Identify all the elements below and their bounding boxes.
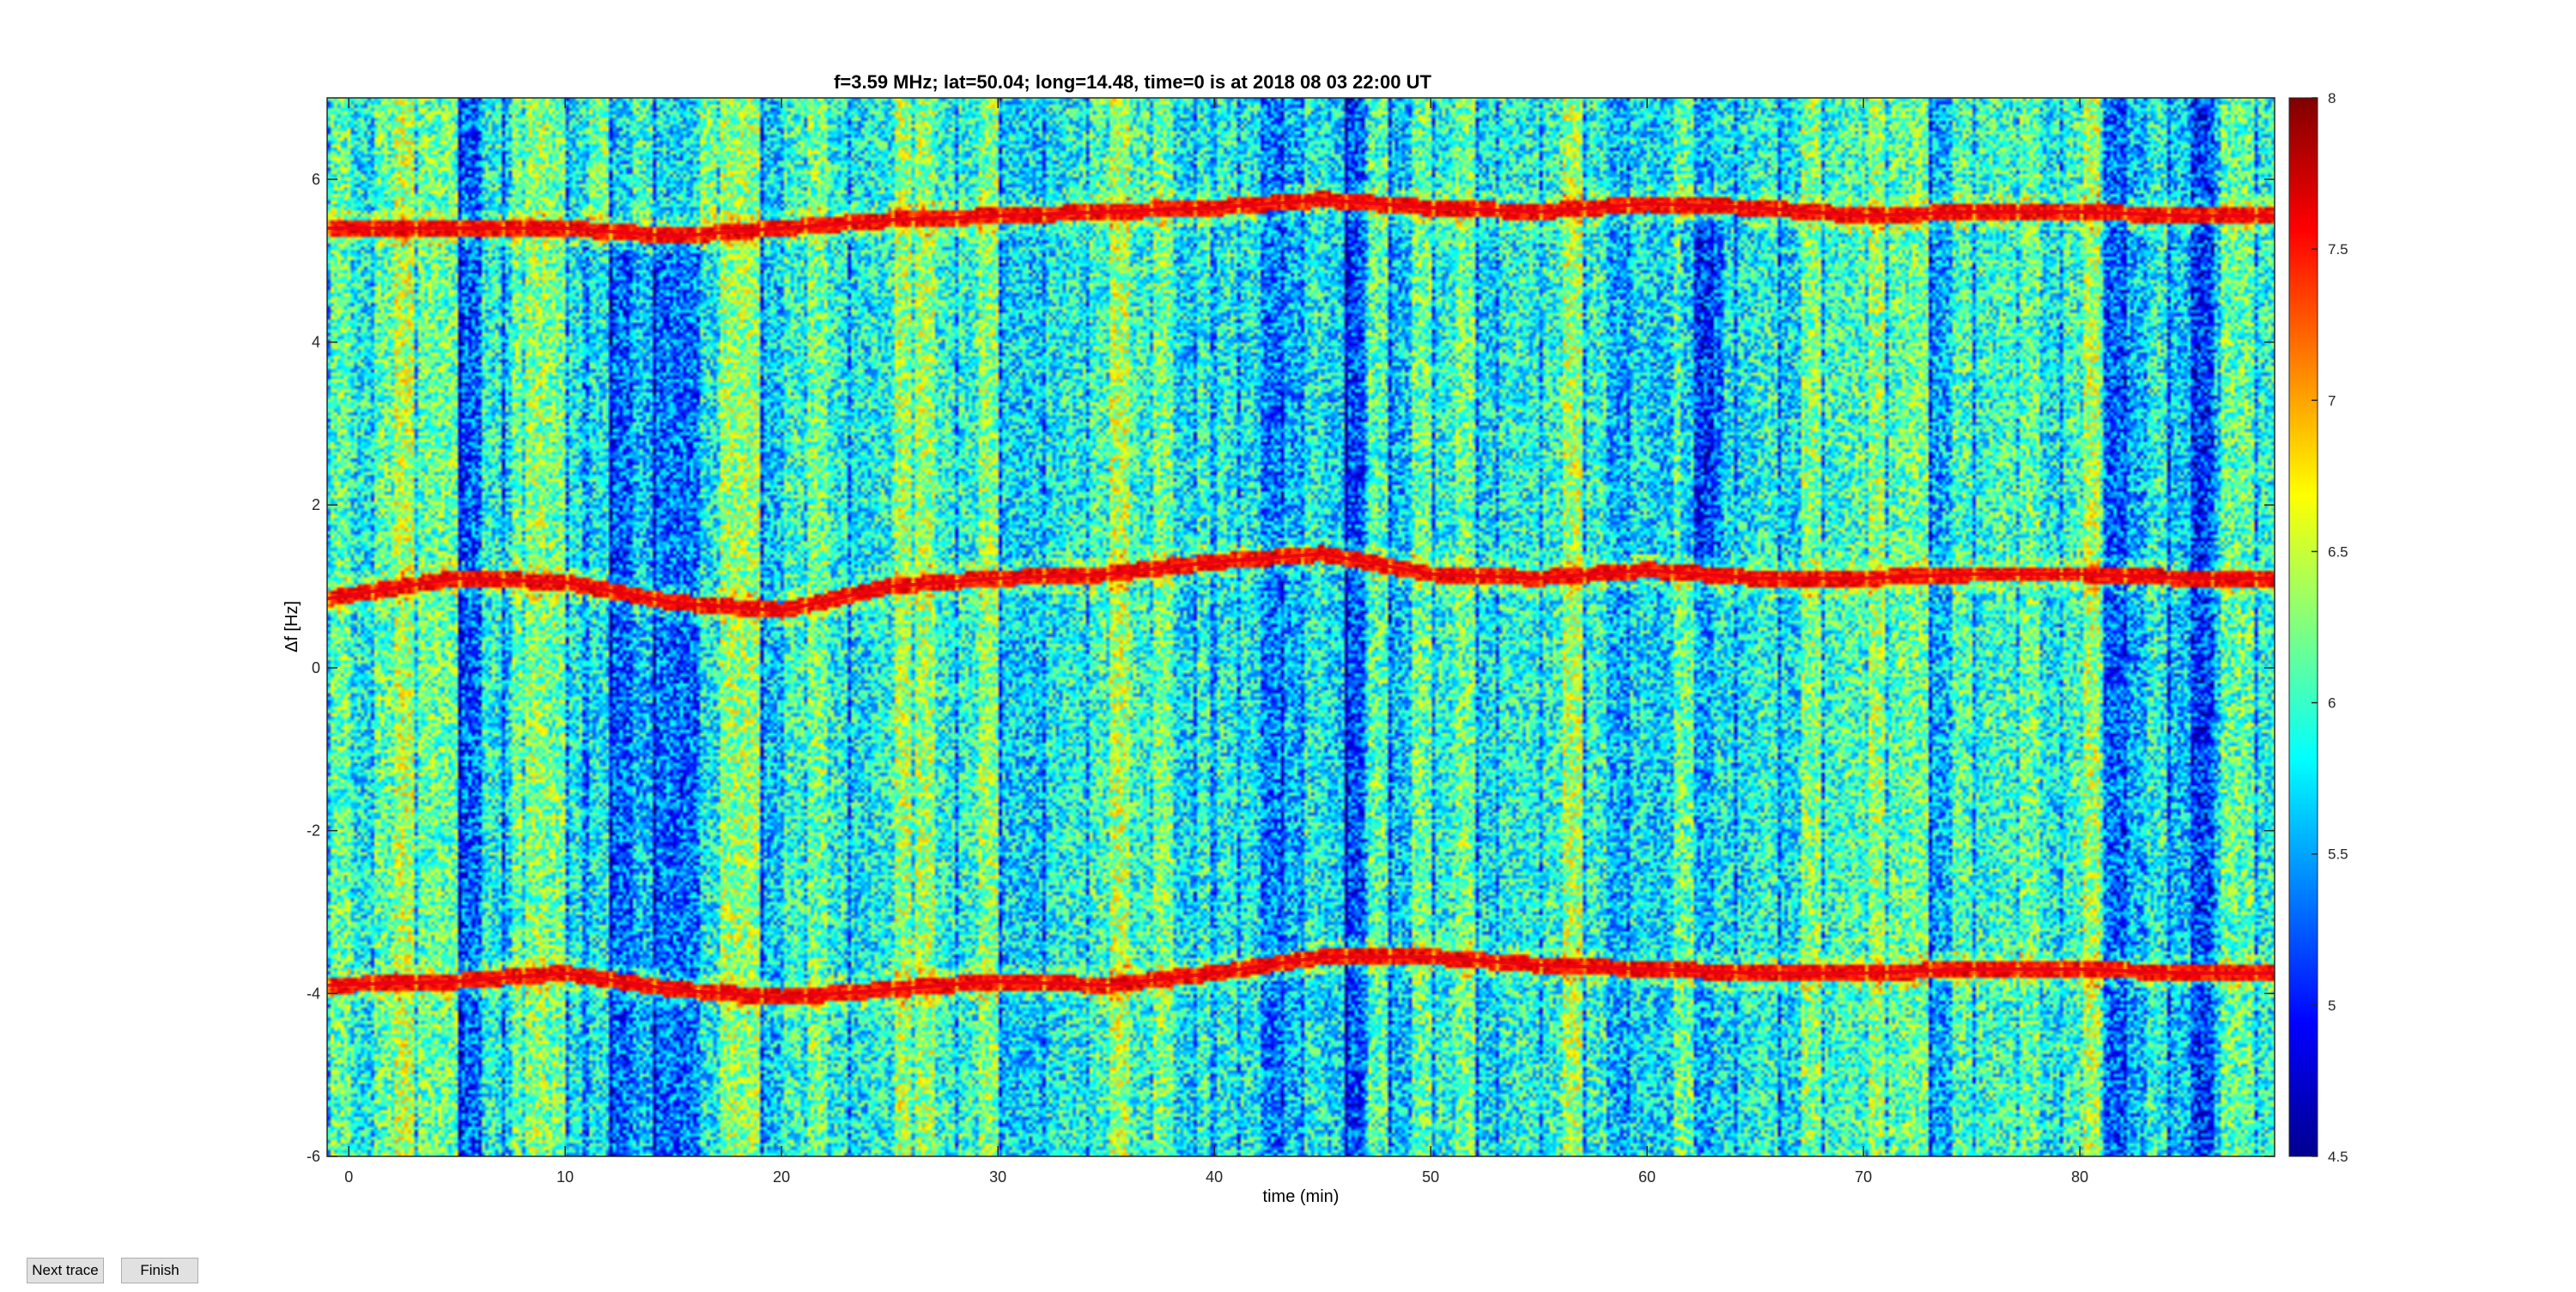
signal-trace: [327, 552, 2275, 613]
colorbar-tick-label: 5: [2328, 998, 2336, 1014]
x-tick-label: 10: [556, 1168, 574, 1186]
figure: f=3.59 MHz; lat=50.04; long=14.48, time=…: [283, 71, 2348, 1206]
x-tick-label: 70: [1855, 1168, 1872, 1186]
y-tick-label: -4: [307, 985, 320, 1002]
signal-traces: [327, 197, 2275, 1000]
signal-trace: [327, 955, 2275, 1000]
x-tick-label: 0: [344, 1168, 353, 1186]
plot-area: [326, 97, 2275, 1157]
x-axis-label: time (min): [1263, 1187, 1340, 1206]
x-tick-label: 20: [773, 1168, 790, 1186]
colorbar-tick-label: 4.5: [2328, 1149, 2348, 1165]
colorbar-tick-label: 8: [2328, 90, 2336, 106]
y-tick-label: -2: [307, 822, 320, 840]
x-tick-label: 80: [2071, 1168, 2088, 1186]
x-tick-label: 60: [1638, 1168, 1656, 1186]
heatmap-image: [327, 98, 2275, 1156]
y-axis-label: Δf [Hz]: [283, 601, 301, 652]
next-trace-button[interactable]: Next trace: [27, 1258, 104, 1283]
y-tick-label: 6: [312, 171, 320, 188]
colorbar: 4.5 5 5.5 6 6.5 7 7.5 8: [2288, 90, 2348, 1165]
signal-trace: [327, 197, 2275, 239]
finish-button[interactable]: Finish: [121, 1258, 198, 1283]
colorbar-tick-label: 6.5: [2328, 543, 2348, 560]
x-tick-label: 30: [989, 1168, 1006, 1186]
plot-frame: [326, 97, 2275, 1157]
y-tick-label: 0: [312, 659, 320, 676]
colorbar-gradient: [2288, 97, 2318, 1157]
x-tick-label: 50: [1422, 1168, 1439, 1186]
colorbar-tick-label: 5.5: [2328, 846, 2348, 863]
y-tick-label: 4: [312, 334, 320, 351]
colorbar-tick-label: 7.5: [2328, 241, 2348, 258]
y-axis-ticks: -6 -4 -2 0 2 4 6: [307, 171, 2275, 1165]
colorbar-tick-label: 6: [2328, 695, 2336, 712]
colorbar-tick-label: 7: [2328, 392, 2336, 409]
chart-title: f=3.59 MHz; lat=50.04; long=14.48, time=…: [834, 71, 1431, 93]
y-tick-label: 2: [312, 496, 320, 513]
x-axis-ticks: 0 10 20 30 40 50 60 70 80: [344, 98, 2088, 1186]
x-tick-label: 40: [1206, 1168, 1223, 1186]
colorbar-ticks: 4.5 5 5.5 6 6.5 7 7.5 8: [2312, 90, 2348, 1165]
y-tick-label: -6: [307, 1148, 320, 1165]
